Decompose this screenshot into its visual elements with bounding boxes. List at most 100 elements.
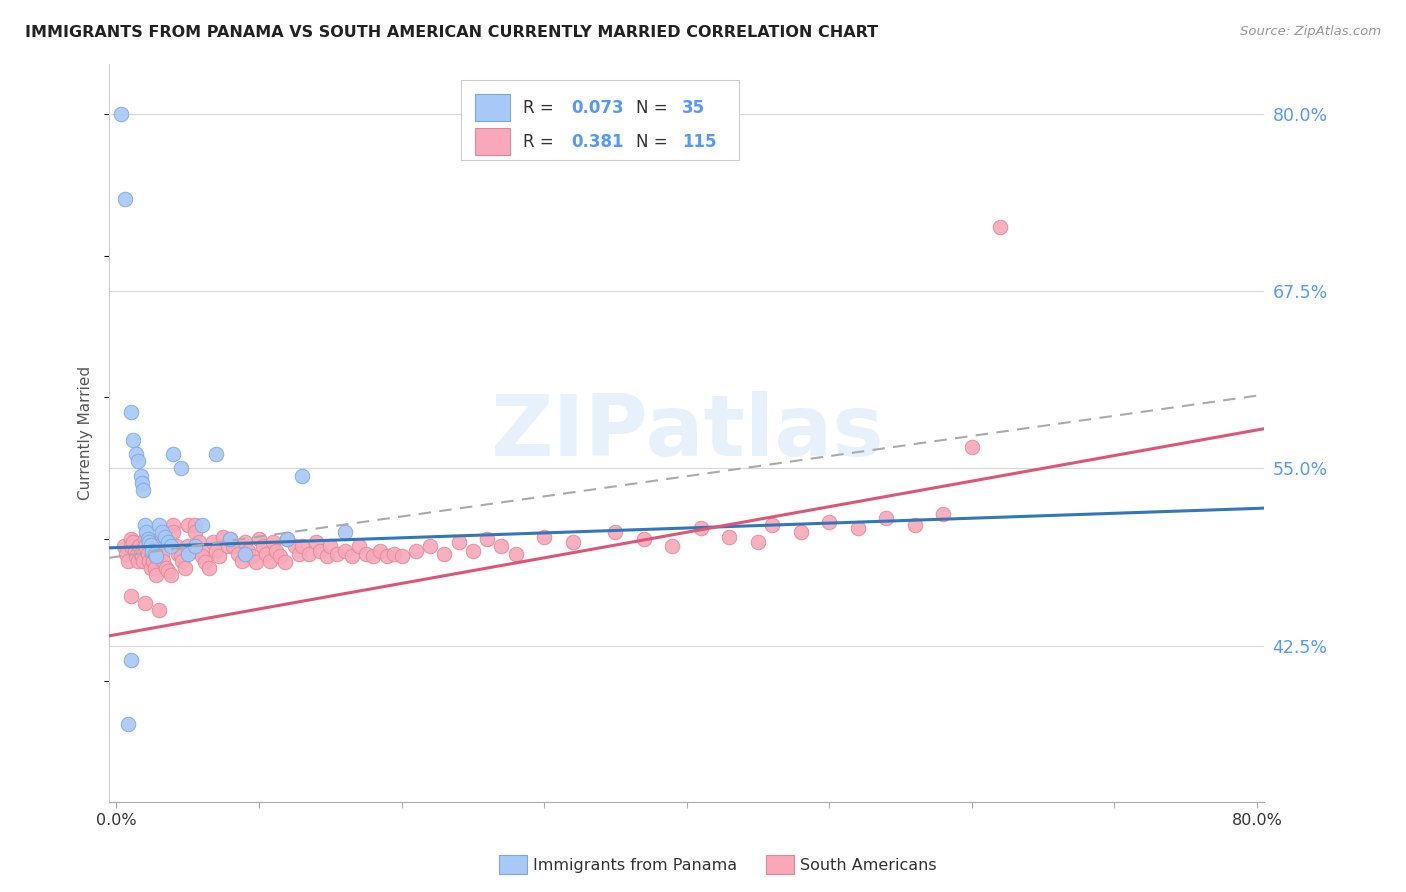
Point (273, 555, 295, 569)
Point (138, 535, 160, 549)
Point (176, 547, 198, 561)
Point (505, 547, 527, 561)
Point (219, 533, 242, 547)
Text: 115: 115 (682, 133, 717, 151)
Point (319, 540, 342, 554)
Point (145, 567, 167, 582)
Point (114, 192, 136, 206)
Point (125, 549, 148, 564)
Point (153, 529, 176, 543)
Point (391, 549, 413, 564)
Point (846, 521, 869, 535)
Point (165, 540, 187, 554)
FancyBboxPatch shape (475, 95, 510, 121)
Point (533, 529, 555, 543)
Point (202, 535, 225, 549)
Point (990, 220, 1012, 235)
Point (219, 533, 242, 547)
Point (124, 543, 146, 558)
Point (191, 543, 214, 558)
Point (155, 560, 177, 574)
Point (156, 535, 179, 549)
Point (125, 447, 148, 461)
Point (309, 543, 332, 558)
Point (136, 533, 159, 547)
Text: R =: R = (523, 133, 558, 151)
Point (134, 533, 156, 547)
Point (361, 549, 384, 564)
Text: R =: R = (523, 99, 558, 117)
Point (761, 518, 783, 533)
Point (152, 554, 174, 568)
Point (231, 554, 253, 568)
Point (298, 547, 321, 561)
Point (141, 540, 163, 554)
Point (176, 518, 198, 533)
Point (162, 525, 184, 540)
Point (254, 547, 277, 561)
Point (135, 525, 157, 540)
Point (129, 468, 152, 483)
Point (245, 555, 267, 569)
Point (184, 518, 207, 533)
Point (134, 596, 156, 610)
Point (176, 540, 198, 554)
Point (205, 543, 228, 558)
Point (405, 543, 427, 558)
Point (150, 525, 173, 540)
Point (142, 554, 165, 568)
Point (170, 554, 193, 568)
Point (120, 533, 142, 547)
Text: Immigrants from Panama: Immigrants from Panama (533, 858, 737, 872)
Point (143, 560, 166, 574)
Point (138, 554, 160, 568)
Point (340, 549, 363, 564)
Point (128, 540, 150, 554)
Point (347, 540, 370, 554)
Point (217, 540, 239, 554)
Point (188, 535, 211, 549)
Point (198, 560, 221, 574)
Point (159, 540, 181, 554)
Point (269, 549, 291, 564)
Point (226, 547, 249, 561)
Point (136, 547, 159, 561)
Point (141, 543, 163, 558)
Point (259, 554, 281, 568)
Text: Source: ZipAtlas.com: Source: ZipAtlas.com (1240, 25, 1381, 38)
Point (122, 433, 145, 447)
Point (166, 547, 188, 561)
Point (169, 461, 191, 475)
Text: ZIPatlas: ZIPatlas (489, 392, 883, 475)
Text: N =: N = (636, 99, 672, 117)
Point (159, 567, 181, 582)
Text: N =: N = (636, 133, 672, 151)
FancyBboxPatch shape (461, 80, 738, 160)
Point (194, 555, 217, 569)
Point (690, 521, 713, 535)
Point (120, 405, 142, 419)
Point (276, 533, 298, 547)
Point (419, 540, 441, 554)
Point (960, 440, 983, 454)
Point (875, 511, 897, 525)
Point (110, 106, 132, 120)
Point (143, 547, 166, 561)
Point (276, 533, 298, 547)
Point (932, 507, 955, 521)
Point (134, 518, 156, 533)
Point (447, 535, 470, 549)
Point (169, 549, 191, 564)
Point (661, 540, 683, 554)
Point (262, 535, 284, 549)
Text: South Americans: South Americans (800, 858, 936, 872)
Point (205, 447, 228, 461)
Point (148, 603, 170, 617)
Point (184, 525, 207, 540)
Point (148, 540, 170, 554)
Point (368, 543, 391, 558)
Point (132, 554, 155, 568)
Point (461, 543, 484, 558)
Point (433, 547, 456, 561)
Point (120, 540, 142, 554)
